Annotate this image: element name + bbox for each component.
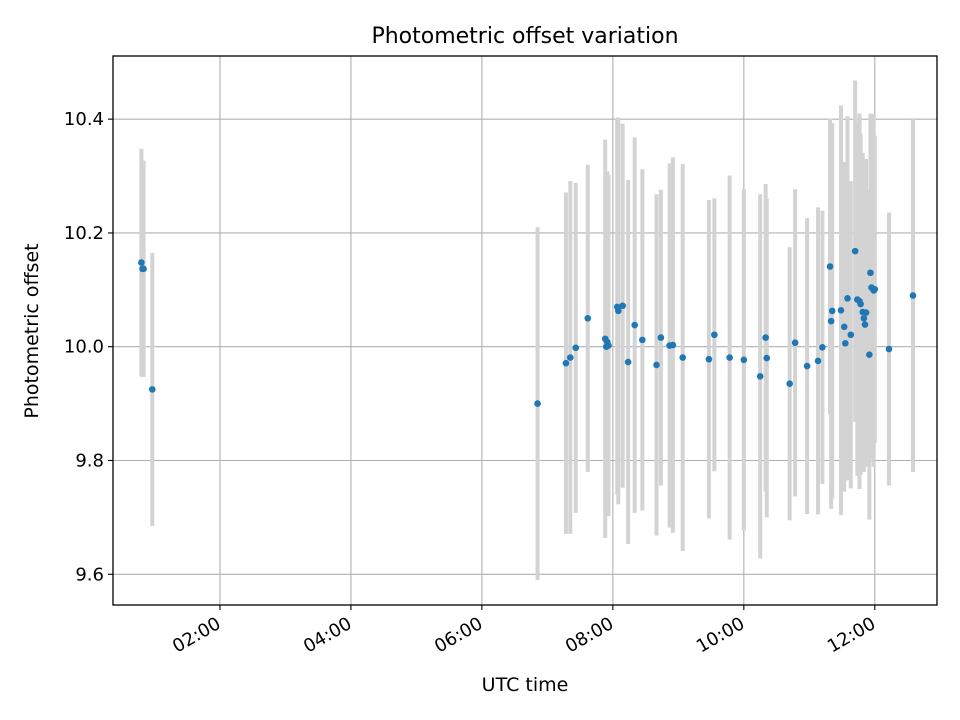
data-point <box>819 343 826 351</box>
data-point <box>619 302 626 310</box>
data-point <box>639 336 646 344</box>
chart-title: Photometric offset variation <box>371 24 678 49</box>
data-point <box>705 355 713 363</box>
data-point <box>791 339 799 347</box>
data-point <box>763 354 771 362</box>
data-point <box>711 331 718 339</box>
data-point <box>631 321 638 329</box>
data-point <box>679 354 687 361</box>
plot-frame <box>112 55 938 606</box>
y-tick-label: 10.4 <box>64 109 104 130</box>
data-point <box>148 386 156 393</box>
data-point <box>584 314 592 322</box>
grid-lines <box>113 56 937 605</box>
data-point <box>572 344 580 352</box>
y-axis-label: Photometric offset <box>21 243 43 418</box>
data-points <box>138 247 917 407</box>
data-point <box>740 356 748 364</box>
data-point <box>140 265 147 273</box>
data-point <box>871 285 879 293</box>
y-tick-label: 10.2 <box>64 223 104 244</box>
data-point <box>803 362 811 370</box>
data-point <box>857 300 864 308</box>
data-point <box>534 400 541 407</box>
y-tick-label: 9.8 <box>75 450 104 471</box>
data-point <box>615 307 622 315</box>
y-axis-ticks: 9.6 9.8 10.0 10.2 10.4 <box>64 109 113 585</box>
data-point <box>826 263 834 270</box>
data-point <box>138 259 145 266</box>
data-point <box>837 307 845 314</box>
y-tick-label: 10.0 <box>64 337 104 358</box>
data-point <box>840 323 848 331</box>
data-point <box>657 334 665 341</box>
data-point <box>762 334 769 341</box>
data-point <box>909 292 917 299</box>
data-point <box>851 247 859 255</box>
data-point <box>562 359 570 367</box>
data-point <box>669 341 677 349</box>
data-point <box>885 345 893 353</box>
data-point <box>862 309 870 316</box>
data-point <box>827 317 835 325</box>
data-point <box>867 269 874 277</box>
data-point <box>566 354 574 361</box>
data-point <box>866 351 873 358</box>
data-point <box>756 372 764 380</box>
data-point <box>814 357 822 365</box>
data-point <box>828 307 836 315</box>
data-point <box>726 354 733 361</box>
x-axis-label: UTC time <box>482 674 569 696</box>
data-point <box>653 361 660 369</box>
data-point <box>860 314 868 322</box>
data-point <box>861 321 869 328</box>
data-point <box>624 358 632 366</box>
y-tick-label: 9.6 <box>75 564 104 585</box>
data-point <box>842 340 849 347</box>
data-point <box>847 331 855 339</box>
data-point <box>786 380 793 387</box>
data-point <box>844 295 851 302</box>
data-point <box>605 342 612 349</box>
